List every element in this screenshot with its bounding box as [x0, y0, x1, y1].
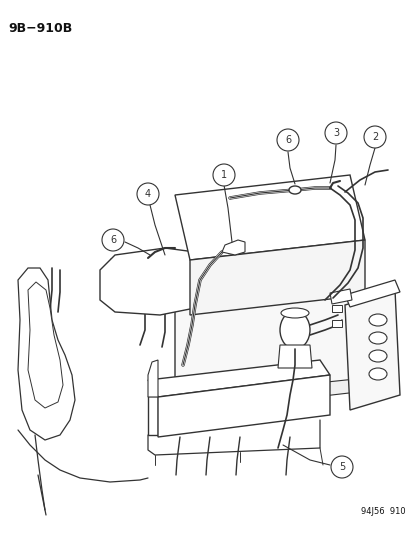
Circle shape	[137, 183, 159, 205]
Ellipse shape	[368, 332, 386, 344]
Text: 5: 5	[338, 462, 344, 472]
Polygon shape	[190, 240, 364, 315]
Polygon shape	[100, 248, 204, 315]
Bar	[331, 305, 341, 312]
Text: 3: 3	[332, 128, 338, 138]
Circle shape	[102, 229, 124, 251]
Polygon shape	[175, 290, 364, 400]
Polygon shape	[28, 282, 63, 408]
Circle shape	[330, 456, 352, 478]
Polygon shape	[329, 289, 351, 304]
Polygon shape	[147, 396, 158, 435]
Text: 2: 2	[371, 132, 377, 142]
Ellipse shape	[368, 314, 386, 326]
Polygon shape	[277, 345, 311, 368]
Polygon shape	[344, 280, 399, 307]
Polygon shape	[221, 240, 244, 255]
Text: 4: 4	[145, 189, 151, 199]
Polygon shape	[344, 290, 399, 410]
Text: 6: 6	[284, 135, 290, 145]
Circle shape	[212, 164, 235, 186]
Ellipse shape	[279, 311, 309, 349]
Text: 6: 6	[110, 235, 116, 245]
Polygon shape	[147, 360, 329, 397]
Ellipse shape	[368, 368, 386, 380]
Polygon shape	[158, 375, 329, 437]
Ellipse shape	[368, 350, 386, 362]
Text: 9B−910B: 9B−910B	[8, 22, 72, 35]
Polygon shape	[175, 175, 364, 260]
Bar	[331, 320, 341, 327]
Polygon shape	[175, 378, 374, 412]
Text: 94J56  910: 94J56 910	[361, 507, 405, 516]
Text: 1: 1	[221, 170, 226, 180]
Polygon shape	[147, 360, 158, 397]
Circle shape	[363, 126, 385, 148]
Circle shape	[324, 122, 346, 144]
Polygon shape	[18, 268, 75, 440]
Ellipse shape	[280, 308, 308, 318]
Ellipse shape	[288, 186, 300, 194]
Circle shape	[276, 129, 298, 151]
